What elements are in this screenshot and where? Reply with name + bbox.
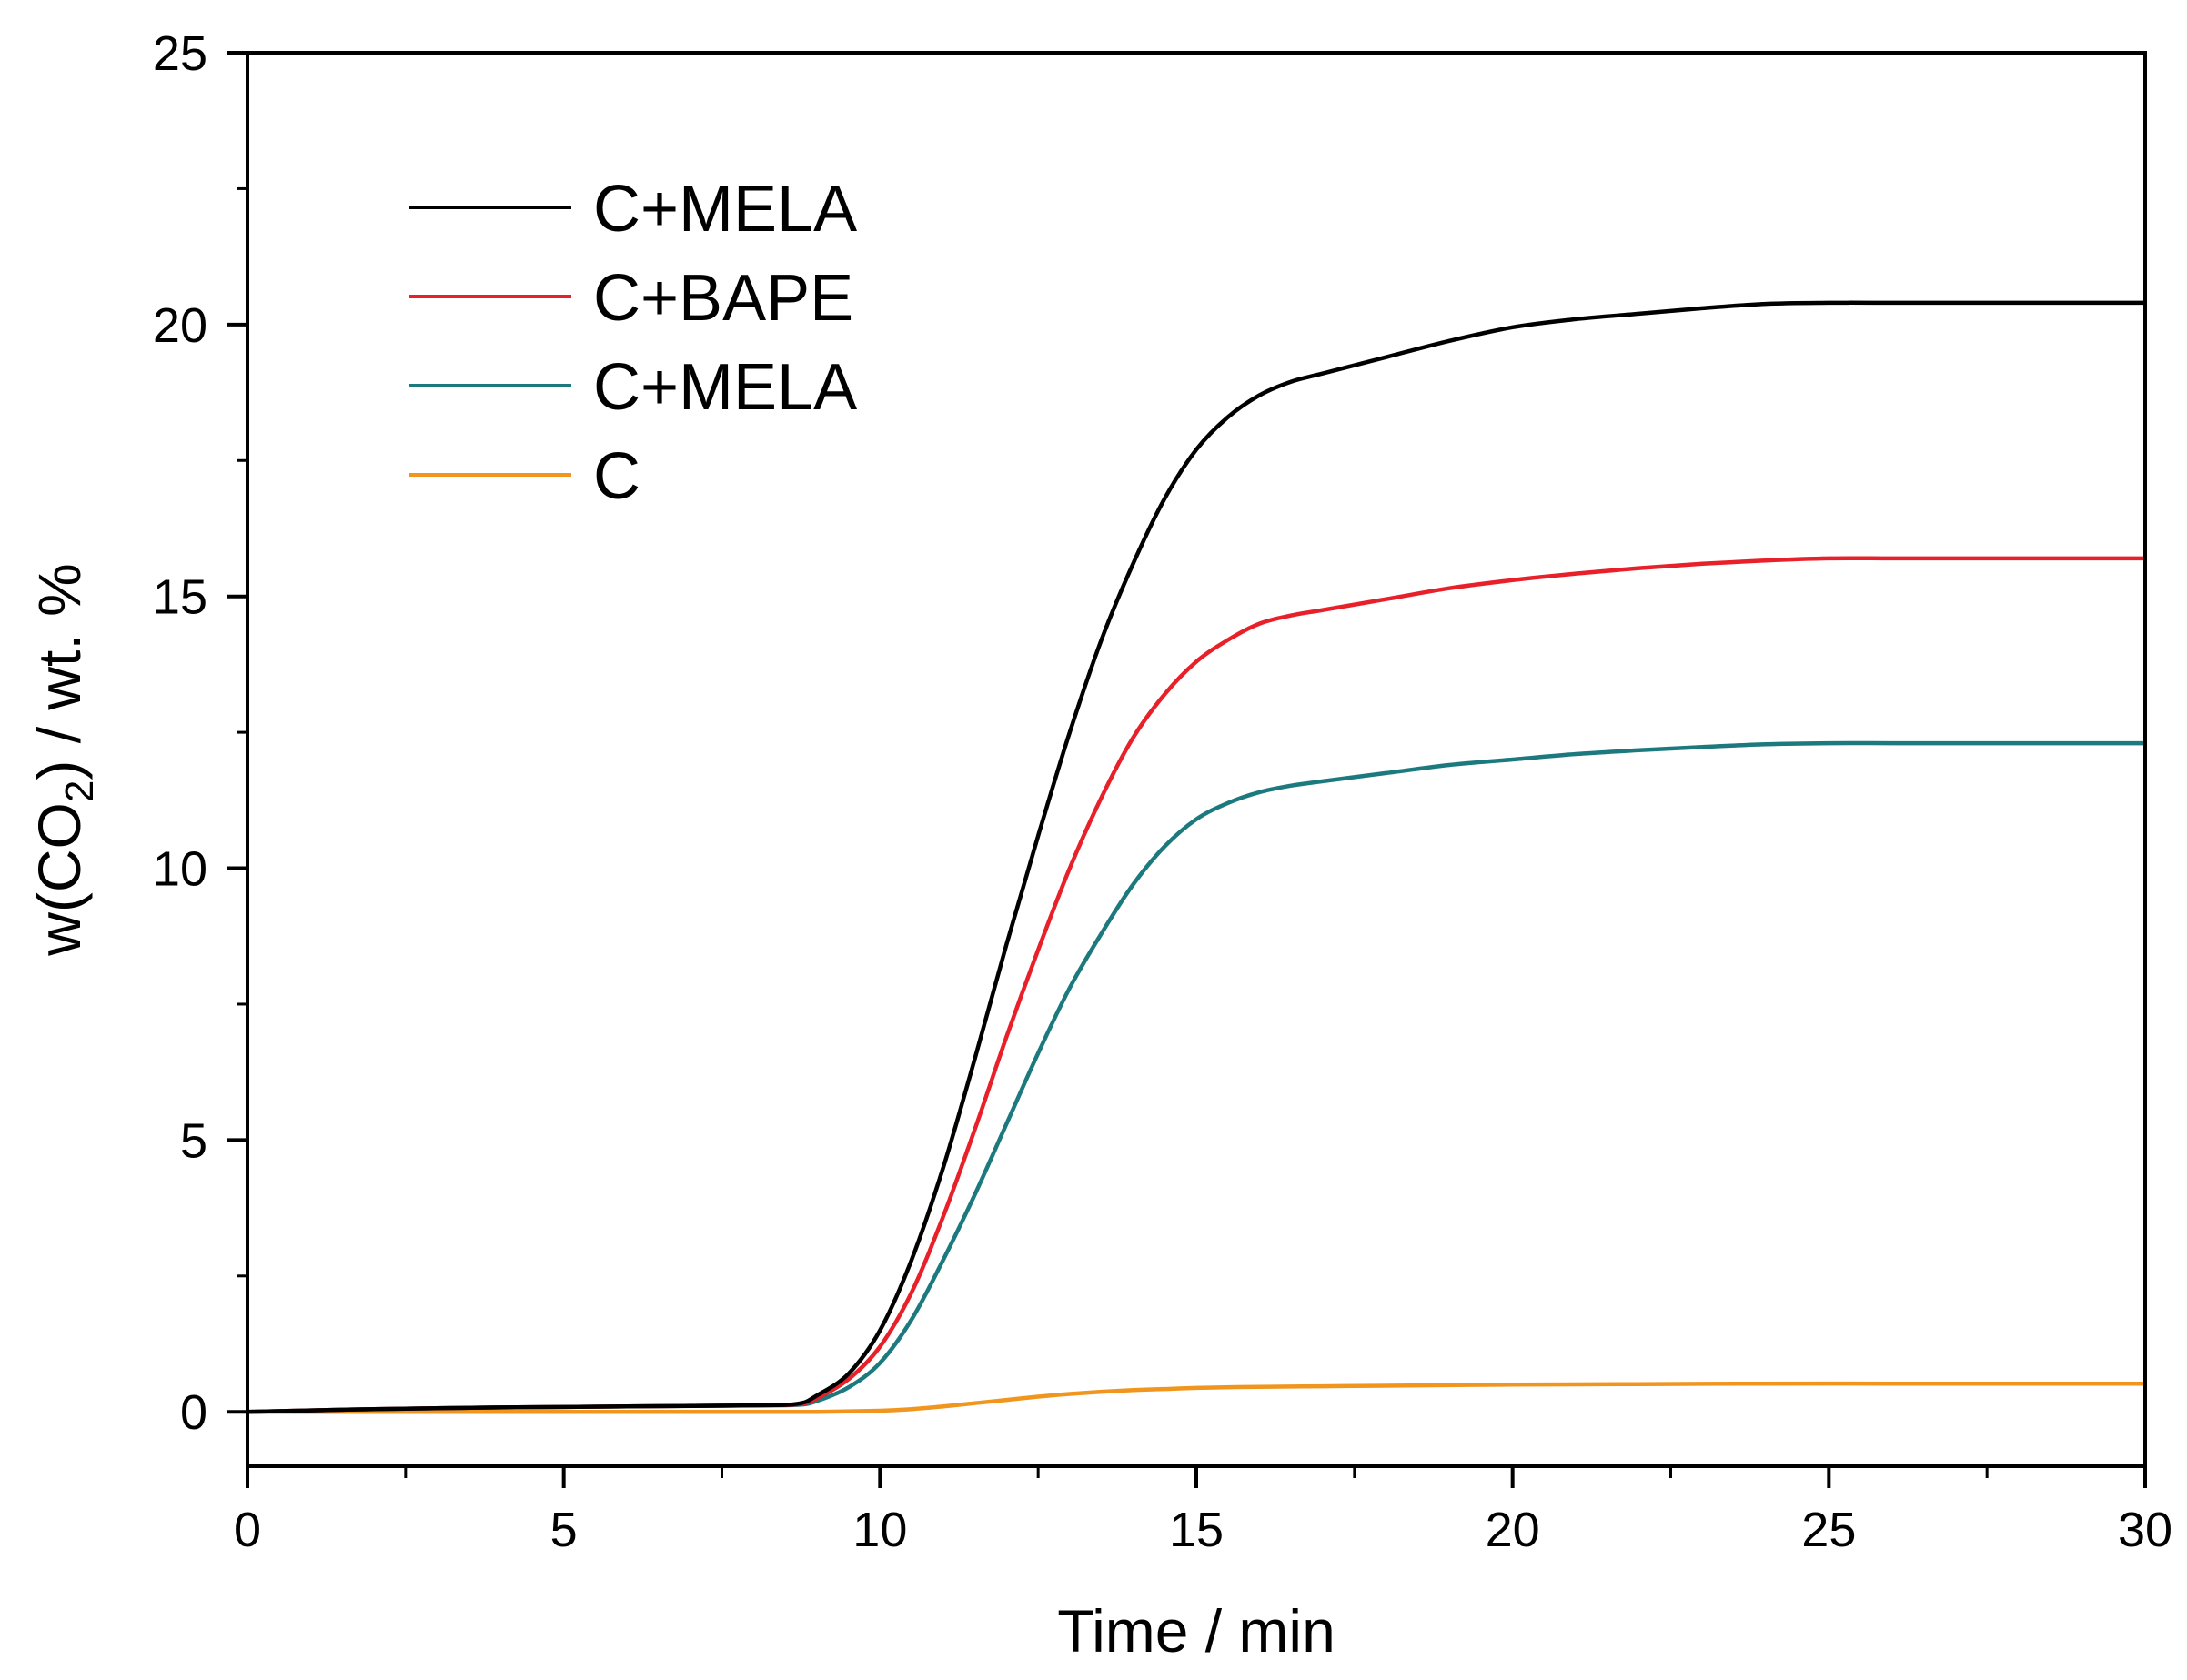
series-layer: [247, 300, 2146, 1414]
y-tick-label: 10: [153, 842, 207, 897]
legend-item: C+MELA: [409, 351, 857, 424]
y-tick-label: 25: [153, 26, 207, 81]
series-line-2: [247, 740, 2145, 1414]
y-axis-title-prefix: w(CO: [25, 802, 93, 957]
y-tick-label: 15: [153, 570, 207, 625]
y-tick-label: 0: [180, 1385, 207, 1440]
legend-item: C+BAPE: [409, 262, 853, 335]
y-axis-title-subscript: 2: [57, 780, 102, 802]
x-tick-label: 10: [852, 1503, 907, 1557]
x-tick-label: 25: [1801, 1503, 1856, 1557]
y-axis-title: w(CO2) / wt. %: [25, 563, 102, 957]
x-tick-label: 0: [234, 1503, 261, 1557]
y-tick-label: 20: [153, 298, 207, 353]
legend-item: C: [409, 440, 640, 513]
legend-label-3: C: [593, 440, 640, 513]
x-tick-label: 30: [2118, 1503, 2172, 1557]
x-tick-label: 5: [550, 1503, 578, 1557]
y-axis-title-suffix: ) / wt. %: [25, 563, 93, 780]
legend-item: C+MELA: [409, 173, 857, 246]
x-axis-ticks: 0 5 10 15 20 25 30: [234, 1466, 2172, 1557]
legend: C+MELA C+BAPE C+MELA C: [409, 173, 857, 513]
y-tick-label: 5: [180, 1113, 207, 1168]
x-axis-title: Time / min: [1057, 1597, 1335, 1665]
plot-frame: [246, 51, 2147, 1468]
x-tick-label: 20: [1486, 1503, 1540, 1557]
legend-label-1: C+BAPE: [593, 262, 853, 335]
x-tick-label: 15: [1169, 1503, 1224, 1557]
series-line-3: [247, 1381, 2146, 1414]
legend-label-0: C+MELA: [593, 173, 857, 246]
y-axis-ticks: 0 5 10 15 20 25: [153, 26, 247, 1440]
series-line-0: [247, 300, 2145, 1414]
series-line-1: [247, 556, 2145, 1414]
legend-label-2: C+MELA: [593, 351, 857, 424]
